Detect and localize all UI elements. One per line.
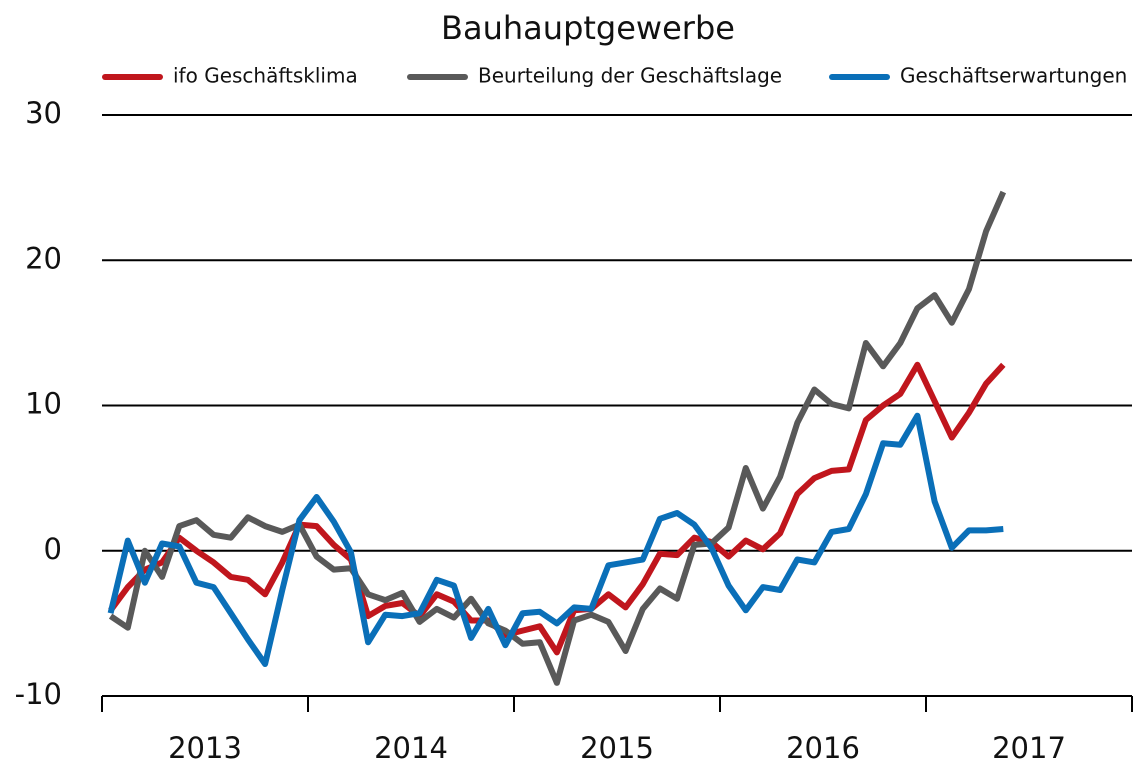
y-tick-label: 0 xyxy=(44,532,62,566)
legend-label: Beurteilung der Geschäftslage xyxy=(478,64,782,88)
y-tick-label: -10 xyxy=(15,677,62,711)
x-tick-label: 2013 xyxy=(168,731,242,765)
series-line xyxy=(107,412,1004,667)
y-tick-label: 10 xyxy=(25,387,62,421)
series-line xyxy=(108,361,1006,656)
x-tick-label: 2014 xyxy=(374,731,448,765)
legend-label: Geschäftserwartungen xyxy=(900,64,1127,88)
y-tick-label: 20 xyxy=(25,241,62,275)
legend-label: ifo Geschäftsklima xyxy=(173,64,358,88)
chart-title: Bauhauptgewerbe xyxy=(441,9,735,47)
y-tick-label: 30 xyxy=(25,96,62,130)
x-tick-label: 2016 xyxy=(786,731,860,765)
series-line xyxy=(108,190,1007,686)
x-tick-label: 2017 xyxy=(992,731,1066,765)
x-tick-label: 2015 xyxy=(580,731,654,765)
